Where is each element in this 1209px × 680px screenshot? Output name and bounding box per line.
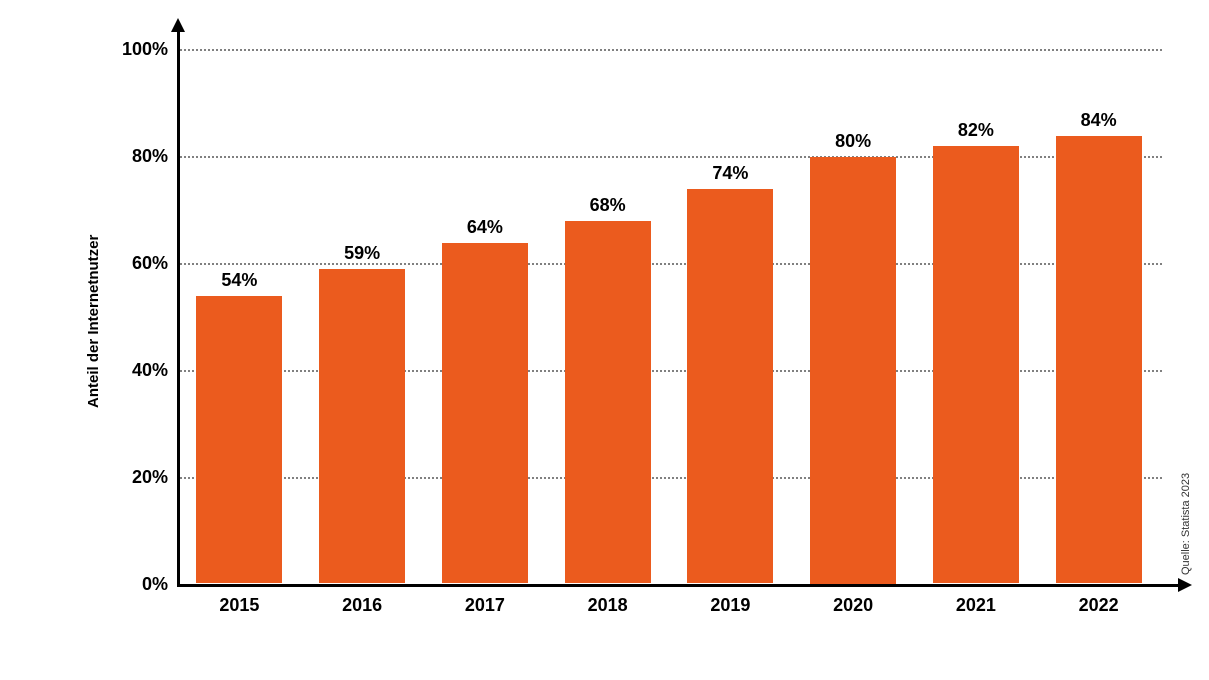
bar <box>196 296 282 583</box>
y-axis-title: Anteil der Internetnutzer <box>85 234 102 407</box>
x-axis-line <box>177 584 1179 587</box>
x-tick-label: 2018 <box>546 595 669 616</box>
bar <box>565 221 651 583</box>
source-text: Quelle: Statista 2023 <box>1180 473 1192 575</box>
bar-value-label: 64% <box>442 217 528 238</box>
x-tick-label: 2019 <box>669 595 792 616</box>
bar-chart: Anteil der Internetnutzer Quelle: Statis… <box>0 0 1209 680</box>
y-tick-label: 60% <box>108 253 168 274</box>
y-tick-label: 0% <box>108 574 168 595</box>
y-axis-arrow-icon <box>171 18 185 32</box>
x-tick-label: 2021 <box>915 595 1038 616</box>
x-tick-label: 2016 <box>301 595 424 616</box>
x-tick-label: 2022 <box>1037 595 1160 616</box>
y-tick-label: 100% <box>108 39 168 60</box>
bar-value-label: 82% <box>933 120 1019 141</box>
x-tick-label: 2020 <box>792 595 915 616</box>
bar <box>1056 136 1142 584</box>
bar-value-label: 68% <box>565 195 651 216</box>
bar <box>933 146 1019 583</box>
y-tick-label: 80% <box>108 146 168 167</box>
x-tick-label: 2017 <box>424 595 547 616</box>
bar <box>687 189 773 583</box>
bar-value-label: 80% <box>810 131 896 152</box>
x-tick-label: 2015 <box>178 595 301 616</box>
bar <box>319 269 405 583</box>
bar-value-label: 54% <box>196 270 282 291</box>
bar-value-label: 59% <box>319 243 405 264</box>
bar <box>810 157 896 584</box>
bar <box>442 243 528 584</box>
x-axis-arrow-icon <box>1178 578 1192 592</box>
y-tick-label: 40% <box>108 360 168 381</box>
gridline <box>180 49 1162 51</box>
y-axis-line <box>177 30 180 587</box>
bar-value-label: 74% <box>687 163 773 184</box>
bar-value-label: 84% <box>1056 110 1142 131</box>
y-tick-label: 20% <box>108 467 168 488</box>
